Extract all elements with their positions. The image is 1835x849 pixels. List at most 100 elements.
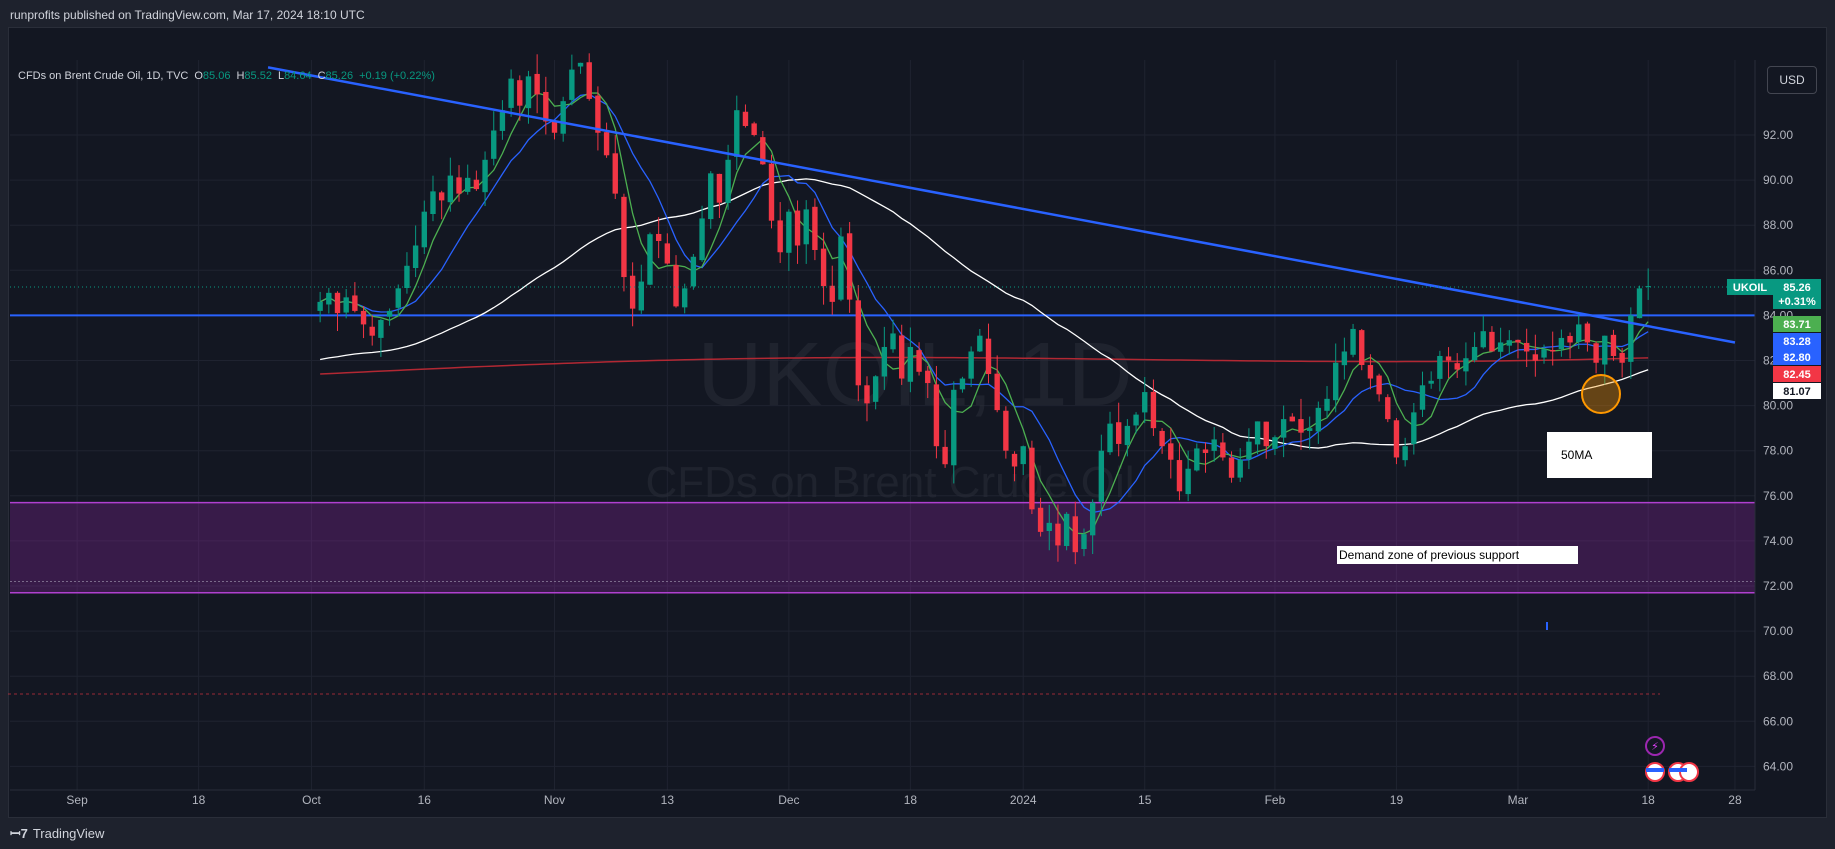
price-tag-text: 83.28 xyxy=(1783,336,1811,348)
candle-body xyxy=(1046,522,1052,532)
candle-body xyxy=(1298,419,1304,433)
legend-change: +0.19 (+0.22%) xyxy=(359,70,435,82)
candle-body xyxy=(916,350,922,372)
legend-h-label: H xyxy=(236,70,244,82)
legend-c-value: 85.26 xyxy=(326,70,354,82)
candle-body xyxy=(1324,398,1330,411)
candle-body xyxy=(829,285,835,302)
price-tick-label: 80.00 xyxy=(1763,399,1793,413)
price-tag xyxy=(1773,333,1821,349)
price-tag xyxy=(1773,366,1821,382)
candle-body xyxy=(1272,437,1278,449)
candle-body xyxy=(1037,507,1044,532)
candle-body xyxy=(534,73,540,95)
candle-body xyxy=(1133,414,1139,426)
candle-body xyxy=(1072,516,1078,553)
price-tag-text: 82.45 xyxy=(1783,369,1811,381)
candle-body xyxy=(543,91,549,122)
ma20-line xyxy=(319,93,1649,514)
price-tag-text: 82.80 xyxy=(1783,352,1811,364)
time-axis[interactable]: Sep 18 Oct 16 Nov 13 Dec 18 2024 15 Feb 19 Mar 18 28 xyxy=(10,789,1755,807)
candle-body xyxy=(1532,354,1539,361)
last-price-change: +0.31% xyxy=(1778,296,1816,308)
candle-body xyxy=(1593,343,1599,363)
candle-body xyxy=(560,101,566,134)
candle-body xyxy=(1454,363,1460,370)
price-tick-label: 72.00 xyxy=(1763,579,1793,593)
candle-body xyxy=(699,218,705,261)
candle-body xyxy=(872,376,879,402)
annotation-50ma[interactable]: 50MA xyxy=(1547,432,1652,478)
candle-body xyxy=(508,78,514,108)
candle-body xyxy=(1350,328,1356,355)
candle-body xyxy=(1515,339,1521,343)
trendline[interactable] xyxy=(10,66,1755,344)
candle-body xyxy=(482,159,488,193)
candle-body xyxy=(1437,355,1443,379)
price-chart[interactable]: UKOIL, 1D CFDs on Brent Crude Oil 92.00 9… xyxy=(0,0,1835,819)
price-tag-text: 81.07 xyxy=(1783,386,1811,398)
candle-body xyxy=(499,110,506,131)
time-tick-label: 16 xyxy=(418,793,432,807)
price-tick-label: 78.00 xyxy=(1763,444,1793,458)
candle-body xyxy=(768,163,775,221)
candle-body xyxy=(655,233,662,241)
price-tick-label: 88.00 xyxy=(1763,218,1793,232)
candle-body xyxy=(977,335,983,352)
dividend-lightning-icon xyxy=(1645,736,1665,756)
candle-body xyxy=(1385,397,1391,420)
annotation-50ma-text: 50MA xyxy=(1561,448,1593,462)
candle-body xyxy=(838,236,844,300)
downtrend-line xyxy=(267,66,1736,344)
candle-body xyxy=(1142,392,1148,413)
candle-body xyxy=(1306,428,1313,431)
candle-body xyxy=(1246,441,1252,460)
price-tick-label: 74.00 xyxy=(1763,534,1793,548)
time-tick-label: Oct xyxy=(302,793,321,807)
publisher-bar: runprofits published on TradingView.com,… xyxy=(0,0,1835,28)
candle-body xyxy=(1359,330,1365,366)
event-markers[interactable]: ⚡ xyxy=(1645,736,1699,782)
candle-body xyxy=(1254,421,1261,445)
candle-body xyxy=(968,351,974,379)
candle-body xyxy=(751,123,757,135)
candles xyxy=(317,53,1651,565)
candle-body xyxy=(1194,448,1200,471)
candle-body xyxy=(716,173,723,203)
candle-body xyxy=(1402,446,1408,461)
candle-body xyxy=(1176,460,1183,492)
candle-body xyxy=(1202,449,1209,453)
candle-body xyxy=(1055,523,1061,546)
candle-body xyxy=(1602,335,1608,365)
candle-body xyxy=(1376,375,1382,395)
candle-body xyxy=(1116,422,1122,444)
candle-body xyxy=(1159,430,1165,447)
candle-body xyxy=(1150,391,1157,429)
candle-body xyxy=(378,319,384,338)
candle-body xyxy=(1645,286,1651,288)
candle-body xyxy=(1367,365,1374,379)
candle-body xyxy=(881,346,888,377)
candle-body xyxy=(386,310,393,317)
currency-button[interactable]: USD xyxy=(1767,66,1817,94)
last-price-symbol-text: UKOIL xyxy=(1733,282,1768,294)
candle-body xyxy=(1020,446,1026,465)
candle-body xyxy=(994,373,1000,411)
tradingview-logo[interactable]: ꟷ7 TradingView xyxy=(10,824,104,842)
candle-body xyxy=(586,62,592,99)
candle-body xyxy=(334,292,341,314)
time-tick-label: 19 xyxy=(1390,793,1404,807)
candle-body xyxy=(786,211,792,253)
publisher-text: runprofits published on TradingView.com,… xyxy=(10,8,365,22)
price-axis[interactable]: 92.0090.0088.0086.0084.0082.0080.0078.00… xyxy=(1754,60,1793,790)
price-tag xyxy=(1773,349,1821,365)
candle-body xyxy=(343,297,349,313)
time-tick-label: Mar xyxy=(1508,793,1529,807)
price-tick-label: 64.00 xyxy=(1763,759,1793,773)
time-tick-label: Sep xyxy=(66,793,88,807)
candle-body xyxy=(551,121,558,133)
candle-body xyxy=(595,95,601,133)
candle-body xyxy=(1289,416,1295,422)
time-tick-label: 18 xyxy=(1642,793,1656,807)
annotation-demand-zone[interactable]: Demand zone of previous support xyxy=(1337,546,1578,564)
